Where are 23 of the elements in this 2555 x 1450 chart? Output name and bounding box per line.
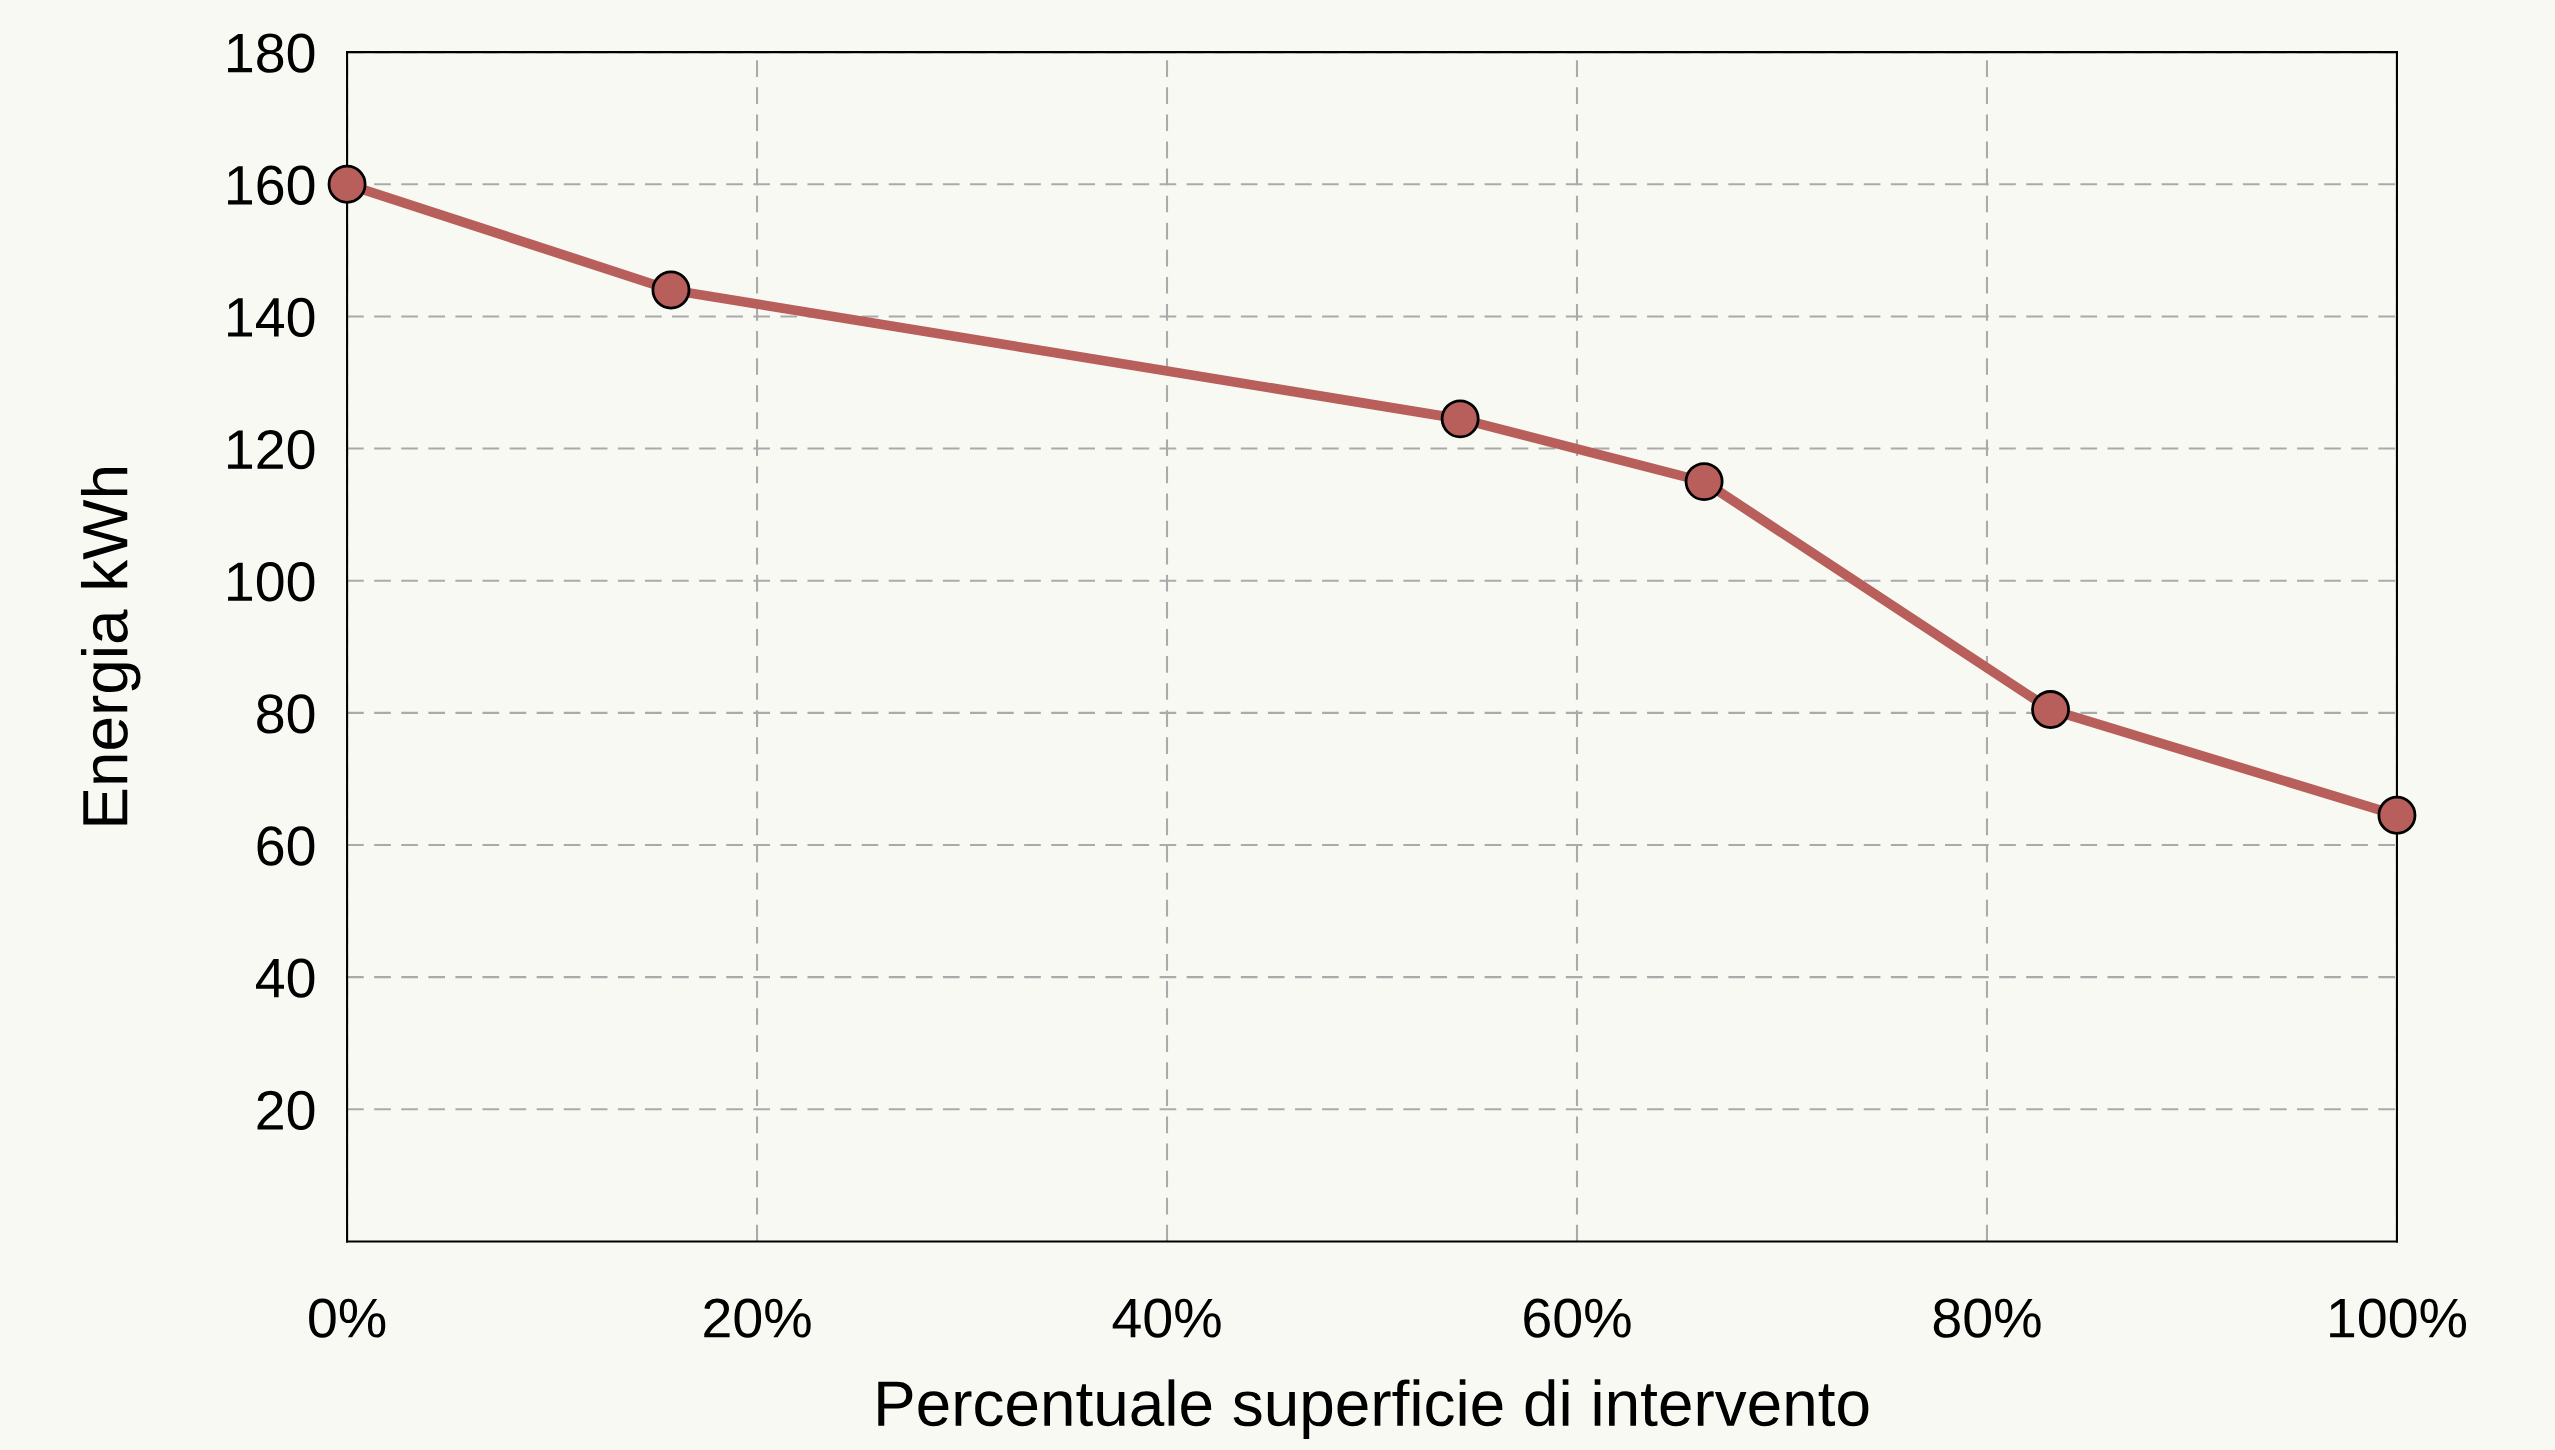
y-tick-label: 40 <box>256 958 315 998</box>
x-axis-title: Percentuale superficie di intervento <box>878 1379 1869 1439</box>
x-tick-label: 60% <box>1524 1298 1631 1338</box>
point <box>327 164 367 204</box>
y-axis-title: Energia kWh <box>80 468 141 825</box>
point <box>2031 690 2070 730</box>
point <box>1684 462 1724 502</box>
y-tick-label: 100 <box>228 562 315 602</box>
x-tick-label: 100% <box>2330 1298 2467 1338</box>
x-tick-label: 80% <box>1933 1298 2041 1338</box>
y-tick-label: 140 <box>228 297 315 338</box>
y-tick-label: 180 <box>228 33 315 73</box>
y-tick-label: 120 <box>228 429 315 470</box>
x-tick-label: 0% <box>309 1298 386 1338</box>
point <box>651 270 691 310</box>
point <box>2377 795 2417 835</box>
x-tick-label: 40% <box>1112 1298 1221 1338</box>
x-tick-label: 20% <box>704 1298 811 1338</box>
y-tick-label: 20 <box>257 1090 315 1130</box>
y-tick-label: 160 <box>228 165 315 205</box>
point <box>1440 399 1480 439</box>
y-tick-label: 60 <box>257 826 315 866</box>
y-tick-label: 80 <box>257 694 315 734</box>
